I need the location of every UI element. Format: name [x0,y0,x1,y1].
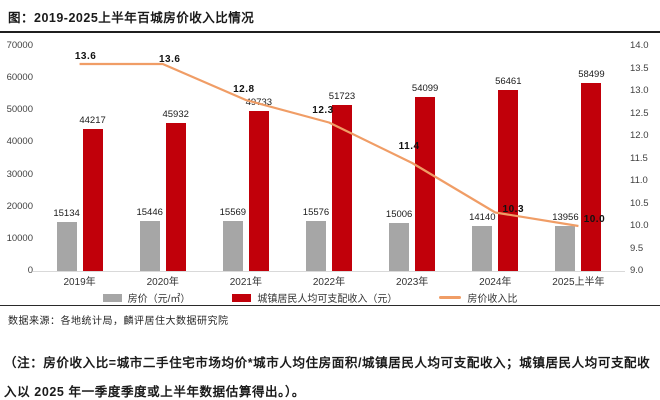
bar-value-label-price: 15576 [302,206,330,218]
x-axis-line [33,271,625,272]
bar-value-label-income: 44217 [79,114,106,126]
ratio-line [79,62,579,228]
legend-label-ratio: 房价收入比 [467,294,518,305]
bar-income [498,89,519,271]
bar-value-label-price: 15569 [219,206,247,218]
bar-income [415,97,436,271]
ratio-label: 13.6 [74,51,97,62]
bar-value-label-income: 58499 [578,68,605,80]
bar-income [332,104,352,271]
bar-price [555,226,576,271]
y-axis-tick-right: 12.5 [630,107,649,119]
ratio-label: 11.4 [398,141,420,152]
bar-income [248,111,269,271]
x-axis-label: 2023年 [396,277,429,288]
y-axis-tick-left: 70000 [6,40,33,51]
y-axis-tick-right: 10.0 [630,220,649,231]
bar-income [165,123,186,271]
ratio-label: 12.8 [233,84,255,95]
x-axis-label: 2024年 [479,277,512,288]
ratio-label: 10.3 [502,203,525,215]
bar-price [222,220,243,271]
y-axis-tick-left: 30000 [6,168,33,180]
y-axis-tick-left: 60000 [6,72,33,84]
chart-area: 0 10000 20000 30000 40000 50000 60000 70000 9.0 9… [0,33,660,289]
bar-value-label-price: 15006 [385,208,413,220]
bar-income [82,128,103,271]
bar-price [139,221,160,271]
x-axis-label: 2019年 [63,277,96,288]
chart-legend: 房价（元/㎡） 城镇居民人均可支配收入（元） 房价收入比 [0,290,620,305]
legend-label-price: 房价（元/㎡） [127,294,191,305]
y-axis-tick-right: 14.0 [630,40,649,51]
bar-price [389,222,410,271]
ratio-label: 13.6 [158,54,181,65]
y-axis-tick-right: 13.0 [630,85,649,96]
bar-price [472,225,493,271]
ratio-label: 10.0 [583,214,606,225]
bar-value-label-price: 13956 [552,212,579,224]
bar-value-label-income: 51723 [328,90,356,102]
y-axis-tick-right: 9.5 [630,242,644,254]
y-axis-tick-right: 10.5 [630,197,649,209]
x-axis-label: 2022年 [312,277,346,288]
bar-value-label-price: 15446 [136,207,163,219]
legend-swatch-income-icon [232,293,252,302]
x-axis-label: 2021年 [229,277,262,288]
y-axis-tick-right: 11.5 [630,152,648,164]
legend-item-price: 房价（元/㎡） [102,290,191,305]
bar-value-label-income: 54099 [411,83,439,95]
bar-income [581,82,602,271]
bar-price [56,222,77,271]
footer-divider [0,305,660,306]
y-axis-tick-left: 50000 [6,104,33,116]
bar-value-label-price: 15134 [53,208,80,220]
x-axis-label: 2025上半年 [552,277,605,288]
y-axis-tick-right: 13.5 [630,62,649,74]
bar-value-label-income: 56461 [495,75,522,87]
legend-swatch-price-icon [102,293,122,302]
legend-item-income: 城镇居民人均可支配收入（元） [232,290,397,305]
bar-value-label-income: 45932 [162,109,189,121]
x-axis-label: 2020年 [146,277,179,288]
chart-title: 图：2019-2025上半年百城房价收入比情况 [8,11,255,25]
y-axis-tick-left: 10000 [6,232,33,244]
ratio-label: 12.3 [312,104,334,116]
y-axis-tick-right: 9.0 [630,265,644,276]
y-axis-tick-left: 40000 [6,136,33,148]
y-axis-tick-left: 20000 [6,200,33,212]
title-divider [0,31,660,33]
legend-line-icon [439,296,462,299]
legend-item-ratio: 房价收入比 [439,290,517,305]
data-source-text: 数据来源：各地统计局，麟评居住大数据研究院 [8,316,229,327]
bar-value-label-price: 14140 [469,211,496,223]
footnote-text: （注：房价收入比=城市二手住宅市场均价*城市人均住房面积/城镇居民人均可支配收入… [4,356,651,400]
y-axis-tick-right: 11.0 [630,175,648,186]
legend-label-income: 城镇居民人均可支配收入（元） [257,294,398,305]
y-axis-tick-left: 0 [27,265,33,276]
y-axis-tick-right: 12.0 [630,130,649,141]
bar-price [306,220,326,271]
